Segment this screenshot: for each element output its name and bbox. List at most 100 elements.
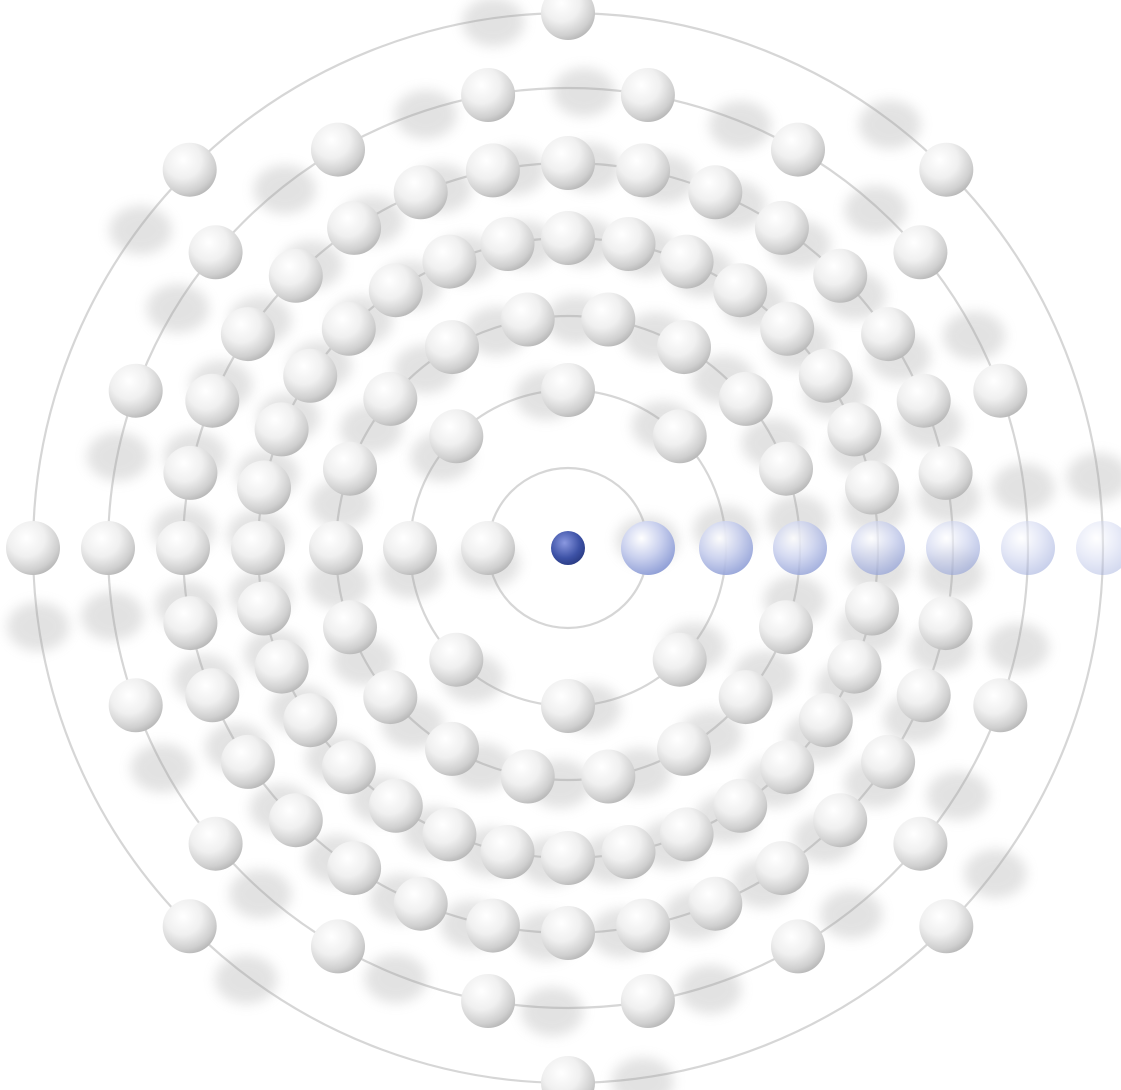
electron <box>581 292 636 347</box>
electron-shadow <box>229 869 292 919</box>
electron <box>827 639 882 694</box>
electron <box>813 248 868 303</box>
electron <box>541 136 595 190</box>
electron <box>393 876 448 931</box>
electron <box>185 373 240 428</box>
electron <box>461 521 515 575</box>
electron <box>798 693 853 748</box>
electron <box>754 841 809 896</box>
electron-shadow <box>611 1057 674 1090</box>
electron-shadow <box>86 432 150 481</box>
electron <box>220 734 275 789</box>
electron <box>163 445 218 500</box>
electron <box>620 68 675 122</box>
electron <box>845 460 899 515</box>
electron <box>919 899 974 954</box>
electron <box>220 307 275 362</box>
electron <box>713 263 768 318</box>
electron <box>541 211 595 265</box>
electron <box>323 441 377 496</box>
electron <box>718 670 773 725</box>
electron-marker-shell-1 <box>621 521 675 575</box>
electron <box>465 143 520 198</box>
electron <box>163 596 218 651</box>
electron <box>616 898 671 953</box>
electron <box>429 409 484 464</box>
electron <box>422 807 477 862</box>
electron <box>461 974 516 1028</box>
electron <box>659 807 714 862</box>
electron <box>541 831 595 885</box>
electron-shadow <box>215 955 278 1004</box>
electron <box>188 225 243 280</box>
electron <box>973 363 1028 418</box>
electron-shadow <box>709 101 772 150</box>
electron-shadow <box>462 0 525 47</box>
electron <box>162 899 217 954</box>
electron <box>657 320 711 375</box>
electron <box>425 721 479 776</box>
electron <box>425 320 479 375</box>
electron-shadow <box>943 311 1006 361</box>
electron <box>283 348 338 403</box>
electron <box>393 165 448 220</box>
electron-shadow <box>858 100 921 149</box>
electron <box>688 165 743 220</box>
nucleus <box>551 531 585 565</box>
electron <box>321 301 376 356</box>
electron <box>156 521 210 575</box>
electron <box>918 445 973 500</box>
electron <box>541 906 595 960</box>
electron <box>918 596 973 651</box>
electron <box>327 200 382 255</box>
electron <box>500 749 555 804</box>
electron <box>383 521 437 575</box>
electron <box>759 600 813 655</box>
electron-shadow <box>130 743 193 793</box>
electron-shadow <box>81 591 144 641</box>
electron <box>461 68 516 122</box>
electron-shadow <box>964 849 1027 899</box>
electron-shadow <box>820 890 883 939</box>
electron <box>760 301 815 356</box>
electron <box>231 521 285 575</box>
electron <box>541 1056 595 1090</box>
electron <box>771 919 825 974</box>
electron <box>754 200 809 255</box>
electron-marker-shell-6 <box>1001 521 1055 575</box>
electron-shadow <box>307 560 370 609</box>
electron-marker-shell-3 <box>773 521 827 575</box>
electron-shadow <box>679 965 742 1014</box>
electron <box>620 974 675 1028</box>
electron <box>893 816 948 871</box>
electron <box>480 825 535 879</box>
electron-marker-shell-4 <box>851 521 905 575</box>
electron <box>541 0 595 40</box>
electron <box>368 263 423 318</box>
electron <box>861 307 916 362</box>
electron-marker-shell-7 <box>1076 521 1121 575</box>
electron <box>108 678 163 733</box>
electron <box>652 632 707 687</box>
electron <box>321 740 376 795</box>
electron <box>422 234 477 289</box>
electron <box>798 348 853 403</box>
electron-shadow <box>521 987 584 1036</box>
electron <box>771 122 825 177</box>
electron <box>6 521 60 575</box>
electron <box>81 521 135 575</box>
electron <box>268 793 323 848</box>
electron <box>237 460 291 515</box>
electron <box>480 217 535 271</box>
electron <box>718 371 773 426</box>
electron-shadow <box>146 284 209 333</box>
electron <box>919 142 974 197</box>
electron-shadow <box>109 205 172 255</box>
electron <box>896 373 951 428</box>
electron <box>268 248 323 303</box>
electron <box>601 825 656 879</box>
electron <box>616 143 671 198</box>
electron-shadow <box>394 90 457 139</box>
electron <box>827 402 882 457</box>
